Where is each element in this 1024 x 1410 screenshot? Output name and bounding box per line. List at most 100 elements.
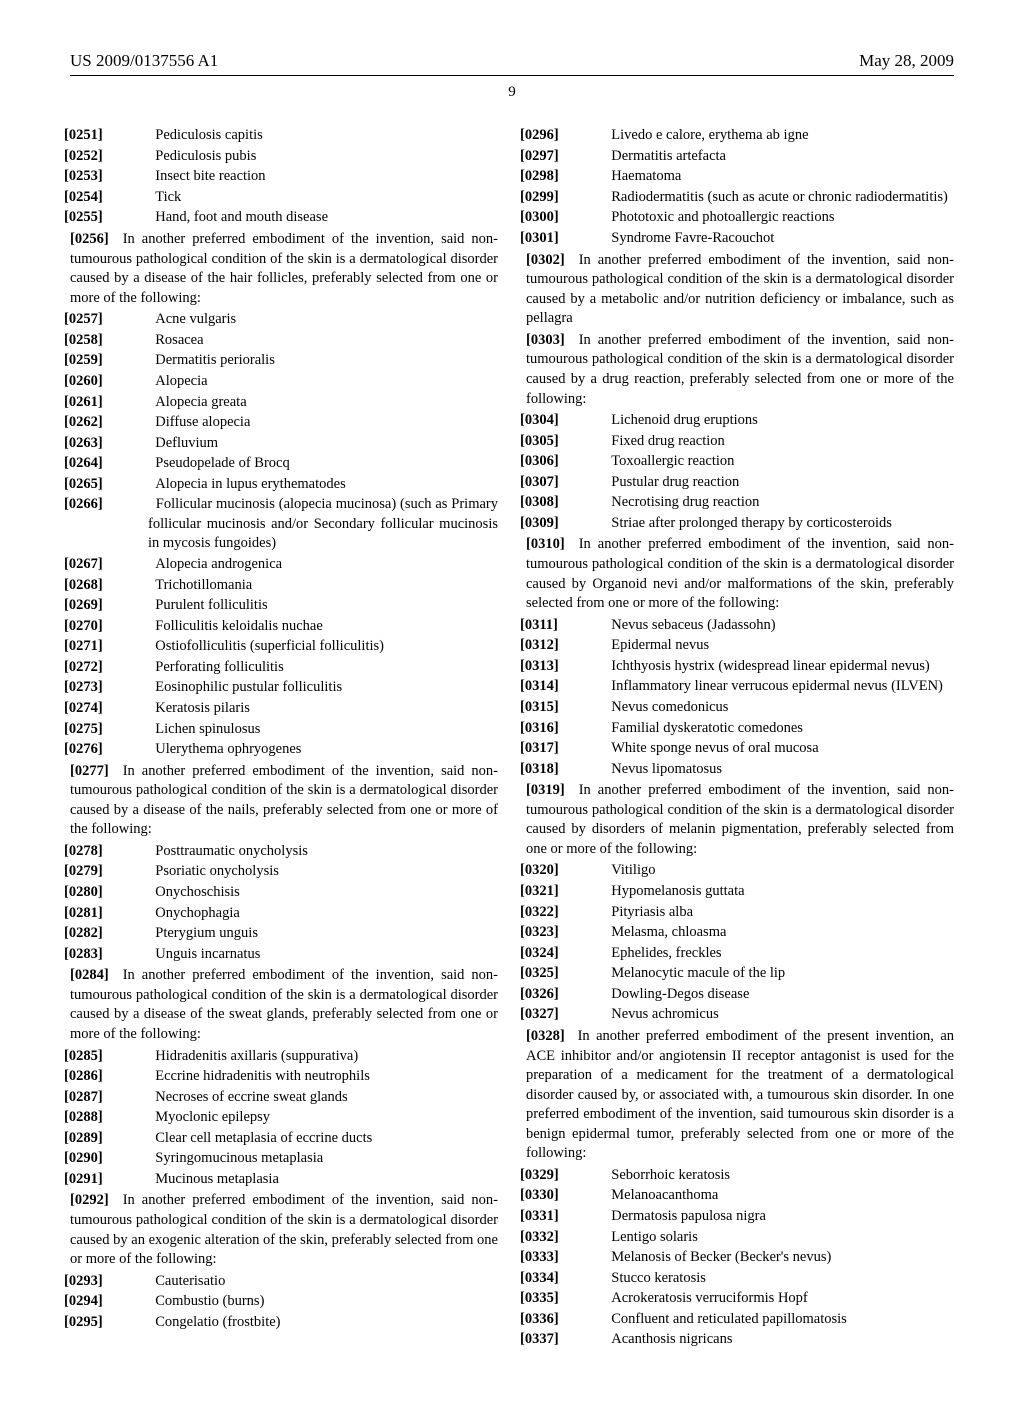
item-text: Melasma, chloasma [611,924,726,940]
item-text: Dermatitis perioralis [155,352,275,368]
list-item: [0315] Nevus comedonicus [526,698,954,718]
item-text: Lentigo solaris [611,1229,698,1245]
item-text: Radiodermatitis (such as acute or chroni… [611,189,948,205]
list-item: [0282] Pterygium unguis [70,924,498,944]
list-item: [0271] Ostiofolliculitis (superficial fo… [70,637,498,657]
item-text: Purulent folliculitis [155,597,267,613]
list-item: [0331] Dermatosis papulosa nigra [526,1207,954,1227]
list-item: [0269] Purulent folliculitis [70,596,498,616]
list-item: [0267] Alopecia androgenica [70,555,498,575]
item-text: Alopecia in lupus erythematodes [155,476,345,492]
item-text: Nevus lipomatosus [611,761,722,777]
list-item: [0286] Eccrine hidradenitis with neutrop… [70,1067,498,1087]
item-text: Dermatitis artefacta [611,148,726,164]
list-item: [0291] Mucinous metaplasia [70,1170,498,1190]
list-item: [0254] Tick [70,188,498,208]
list-item: [0337] Acanthosis nigricans [526,1330,954,1350]
list-item: [0320] Vitiligo [526,861,954,881]
item-text: Perforating folliculitis [155,659,283,675]
item-text: Alopecia [155,373,207,389]
item-text: Hidradenitis axillaris (suppurativa) [155,1048,358,1064]
item-text: Alopecia greata [155,394,246,410]
list-item: [0332] Lentigo solaris [526,1228,954,1248]
item-text: Cauterisatio [155,1273,225,1289]
list-item: [0306] Toxoallergic reaction [526,452,954,472]
list-item: [0317] White sponge nevus of oral mucosa [526,739,954,759]
list-item: [0290] Syringomucinous metaplasia [70,1149,498,1169]
list-item: [0278] Posttraumatic onycholysis [70,842,498,862]
list-item: [0325] Melanocytic macule of the lip [526,964,954,984]
list-item: [0288] Myoclonic epilepsy [70,1108,498,1128]
list-item: [0253] Insect bite reaction [70,167,498,187]
item-text: Diffuse alopecia [155,414,250,430]
item-text: Nevus comedonicus [611,699,728,715]
item-text: Melanosis of Becker (Becker's nevus) [611,1249,831,1265]
list-item: [0266] Follicular mucinosis (alopecia mu… [70,495,498,554]
item-text: Clear cell metaplasia of eccrine ducts [155,1130,372,1146]
list-item: [0264] Pseudopelade of Brocq [70,454,498,474]
list-item: [0323] Melasma, chloasma [526,923,954,943]
item-text: Haematoma [611,168,681,184]
list-item: [0335] Acrokeratosis verruciformis Hopf [526,1289,954,1309]
page-number: 9 [70,82,954,102]
body-columns: [0251] Pediculosis capitis [0252] Pedicu… [70,126,954,1350]
list-item: [0329] Seborrhoic keratosis [526,1166,954,1186]
item-text: Vitiligo [611,862,655,878]
item-text: Onychoschisis [155,884,240,900]
paragraph: [0284] In another preferred embodiment o… [70,966,498,1044]
item-text: Epidermal nevus [611,637,709,653]
list-item: [0281] Onychophagia [70,904,498,924]
item-text: Lichenoid drug eruptions [611,412,758,428]
item-text: Ichthyosis hystrix (widespread linear ep… [611,658,930,674]
list-item: [0301] Syndrome Favre-Racouchot [526,229,954,249]
item-text: Nevus achromicus [611,1006,719,1022]
item-text: Hand, foot and mouth disease [155,209,328,225]
list-item: [0311] Nevus sebaceus (Jadassohn) [526,616,954,636]
paragraph-text: In another preferred embodiment of the i… [70,231,498,306]
item-text: Insect bite reaction [155,168,265,184]
list-item: [0334] Stucco keratosis [526,1269,954,1289]
list-item: [0304] Lichenoid drug eruptions [526,411,954,431]
item-text: Combustio (burns) [155,1293,264,1309]
item-text: Defluvium [155,435,218,451]
list-item: [0287] Necroses of eccrine sweat glands [70,1088,498,1108]
list-item: [0330] Melanoacanthoma [526,1186,954,1206]
list-item: [0300] Phototoxic and photoallergic reac… [526,208,954,228]
item-text: Ephelides, freckles [611,945,721,961]
item-text: Congelatio (frostbite) [155,1314,280,1330]
item-text: Livedo e calore, erythema ab igne [611,127,808,143]
item-text: Lichen spinulosus [155,721,260,737]
page-header: US 2009/0137556 A1 May 28, 2009 [70,50,954,76]
paragraph: [0302] In another preferred embodiment o… [526,251,954,329]
item-text: Pediculosis capitis [155,127,263,143]
paragraph: [0310] In another preferred embodiment o… [526,535,954,613]
list-item: [0285] Hidradenitis axillaris (suppurati… [70,1047,498,1067]
list-item: [0316] Familial dyskeratotic comedones [526,719,954,739]
list-item: [0258] Rosacea [70,331,498,351]
list-item: [0296] Livedo e calore, erythema ab igne [526,126,954,146]
paragraph: [0256] In another preferred embodiment o… [70,230,498,308]
item-text: Dermatosis papulosa nigra [611,1208,766,1224]
list-item: [0333] Melanosis of Becker (Becker's nev… [526,1248,954,1268]
paragraph-text: In another preferred embodiment of the i… [70,1192,498,1267]
item-text: Dowling-Degos disease [611,986,749,1002]
list-item: [0260] Alopecia [70,372,498,392]
item-text: Stucco keratosis [611,1270,706,1286]
paragraph: [0319] In another preferred embodiment o… [526,781,954,859]
item-text: Rosacea [155,332,203,348]
list-item: [0251] Pediculosis capitis [70,126,498,146]
item-text: Acanthosis nigricans [611,1331,732,1347]
item-text: Myoclonic epilepsy [155,1109,270,1125]
item-text: Psoriatic onycholysis [155,863,279,879]
paragraph-text: In another preferred embodiment of the p… [526,1028,954,1161]
list-item: [0297] Dermatitis artefacta [526,147,954,167]
list-item: [0276] Ulerythema ophryogenes [70,740,498,760]
list-item: [0280] Onychoschisis [70,883,498,903]
item-text: Toxoallergic reaction [611,453,734,469]
list-item: [0272] Perforating folliculitis [70,658,498,678]
item-text: Pterygium unguis [155,925,258,941]
list-item: [0313] Ichthyosis hystrix (widespread li… [526,657,954,677]
item-text: Melanocytic macule of the lip [611,965,785,981]
list-item: [0298] Haematoma [526,167,954,187]
list-item: [0259] Dermatitis perioralis [70,351,498,371]
